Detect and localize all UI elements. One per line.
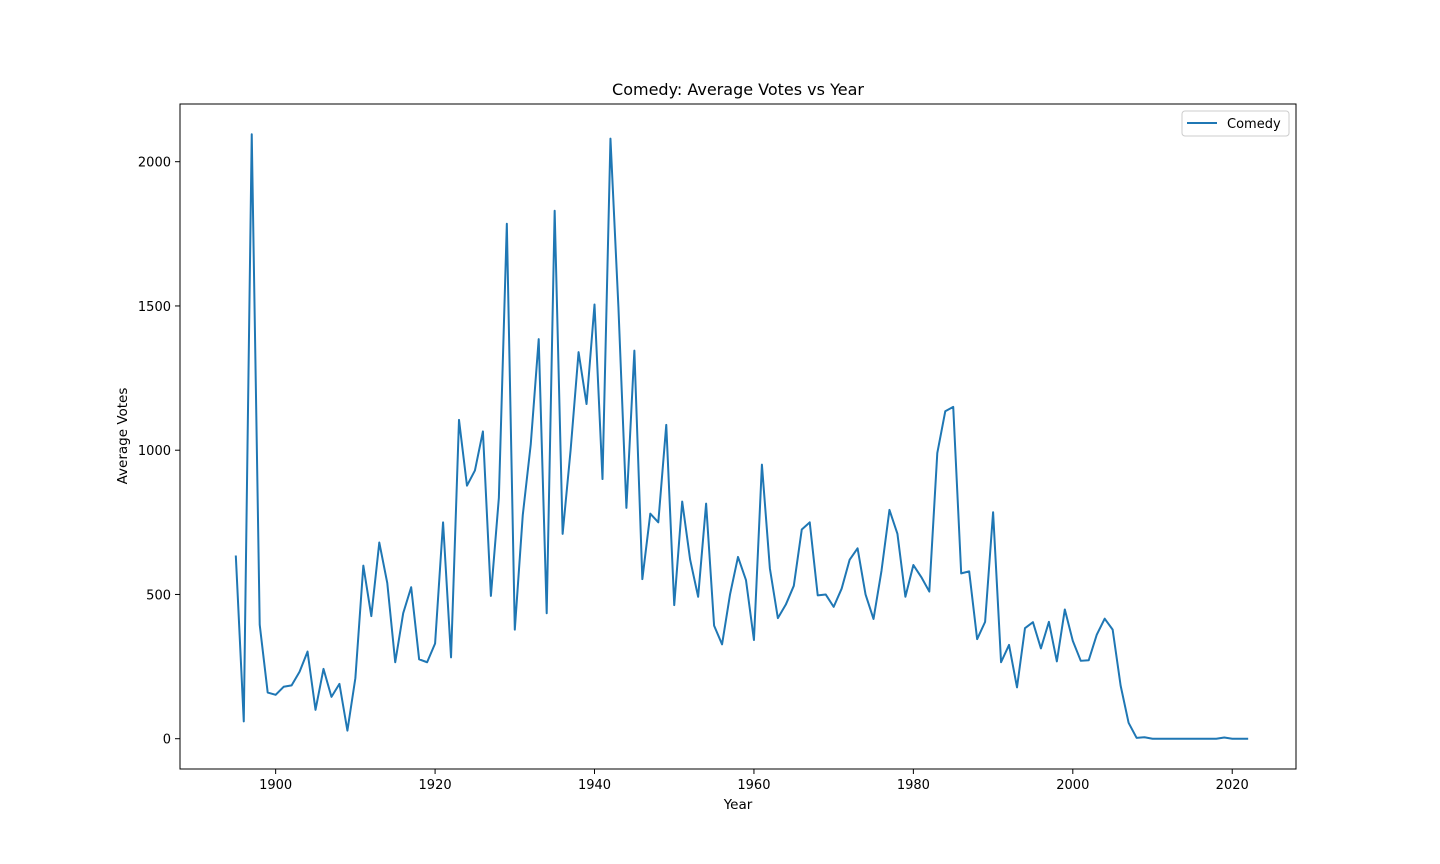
x-axis-title: Year	[723, 797, 753, 813]
x-axis: 1900 1920 1940 1960 1980 2000 2020	[259, 769, 1249, 793]
y-axis-title: Average Votes	[115, 388, 131, 485]
plot-area-frame	[179, 103, 1297, 770]
chart-title: Comedy: Average Votes vs Year	[612, 80, 864, 99]
y-tick-label: 0	[163, 733, 171, 748]
y-tick-label: 1500	[138, 300, 171, 315]
legend: Comedy	[1181, 110, 1290, 137]
x-tick-label: 1940	[578, 778, 611, 793]
x-tick-label: 2020	[1216, 778, 1249, 793]
y-tick-label: 2000	[138, 156, 171, 171]
x-tick-label: 2000	[1056, 778, 1089, 793]
y-axis: 0 500 1000 1500 2000	[138, 156, 180, 748]
x-tick-label: 1980	[897, 778, 930, 793]
y-tick-label: 1000	[138, 444, 171, 459]
x-tick-label: 1960	[737, 778, 770, 793]
y-tick-label: 500	[146, 588, 171, 603]
x-tick-label: 1900	[259, 778, 292, 793]
legend-box	[1181, 110, 1290, 137]
series-line-comedy	[234, 133, 1249, 740]
x-tick-label: 1920	[419, 778, 452, 793]
series-layer	[234, 133, 1249, 740]
legend-label-comedy: Comedy	[1227, 117, 1281, 132]
